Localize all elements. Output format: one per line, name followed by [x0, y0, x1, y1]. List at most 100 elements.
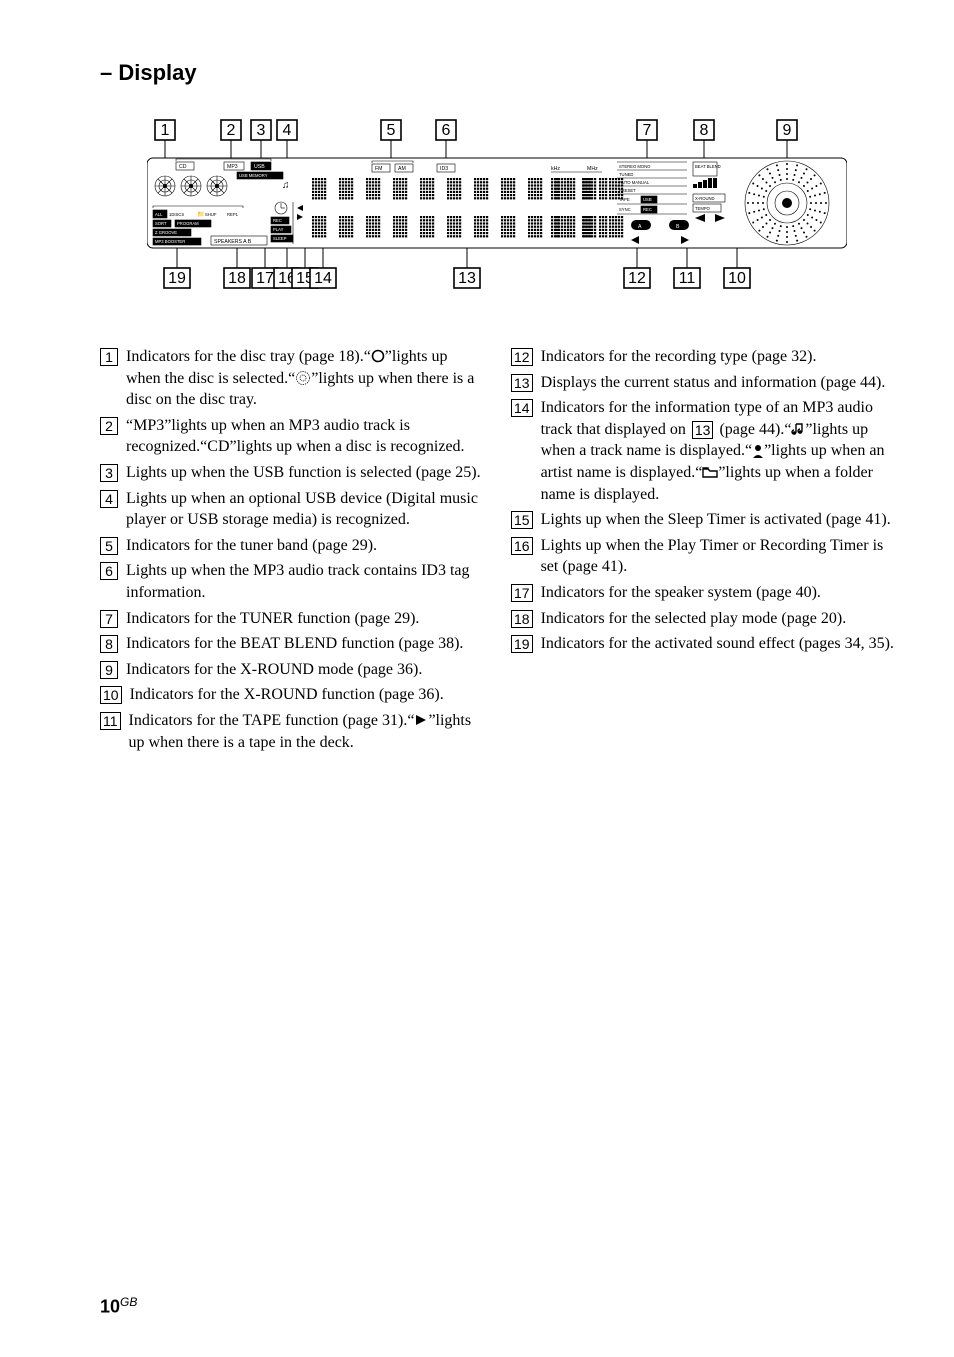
item-number-box: 13 — [511, 374, 533, 392]
svg-text:REC: REC — [273, 218, 282, 223]
item-number-box: 1 — [100, 348, 118, 366]
list-item: 11 Indicators for the TAPE function (page… — [100, 710, 483, 753]
svg-text:11: 11 — [679, 270, 696, 287]
svg-text:5: 5 — [387, 122, 396, 139]
svg-text:♫: ♫ — [282, 180, 290, 191]
svg-text:FM: FM — [375, 166, 383, 172]
svg-text:13: 13 — [458, 270, 476, 287]
item-text: Indicators for the selected play mode (p… — [541, 608, 894, 630]
svg-text:X-ROUND: X-ROUND — [695, 196, 715, 201]
list-item: 2 “MP3”lights up when an MP3 audio track … — [100, 415, 483, 458]
item-number-box: 2 — [100, 417, 118, 435]
item-number-box: 16 — [511, 537, 533, 555]
svg-text:SYNC: SYNC — [619, 207, 631, 212]
item-number-box: 12 — [511, 348, 533, 366]
item-text: Indicators for the X-ROUND mode (page 36… — [126, 659, 483, 681]
svg-text:MP3: MP3 — [227, 164, 238, 170]
svg-text:4: 4 — [283, 122, 292, 139]
list-item: 6 Lights up when the MP3 audio track cont… — [100, 560, 483, 603]
section-title: – Display — [100, 60, 894, 86]
svg-text:CD: CD — [179, 164, 187, 170]
list-item: 4 Lights up when an optional USB device (… — [100, 488, 483, 531]
svg-text:TUNED: TUNED — [619, 172, 633, 177]
item-text: Lights up when the Sleep Timer is activa… — [541, 509, 894, 531]
list-item: 18 Indicators for the selected play mode … — [511, 608, 894, 630]
item-number-box: 4 — [100, 490, 118, 508]
item-number-box: 10 — [100, 686, 122, 704]
svg-text:9: 9 — [783, 122, 792, 139]
svg-text:USB: USB — [643, 197, 652, 202]
item-text: “MP3”lights up when an MP3 audio track i… — [126, 415, 483, 458]
item-number-box: 7 — [100, 610, 118, 628]
item-text: Indicators for the activated sound effec… — [541, 633, 894, 655]
item-text: Indicators for the recording type (page … — [541, 346, 894, 368]
svg-text:PLAY: PLAY — [273, 227, 284, 232]
item-number-box: 11 — [100, 712, 121, 730]
list-item: 7 Indicators for the TUNER function (page… — [100, 608, 483, 630]
svg-text:TEMPO: TEMPO — [695, 206, 711, 211]
svg-text:PRESET: PRESET — [619, 188, 636, 193]
item-text: Indicators for the X-ROUND function (pag… — [130, 684, 483, 706]
svg-text:SHUF: SHUF — [205, 212, 217, 217]
svg-text:6: 6 — [442, 122, 451, 139]
list-item: 10 Indicators for the X-ROUND function (p… — [100, 684, 483, 706]
svg-text:10: 10 — [728, 270, 746, 287]
list-item: 9 Indicators for the X-ROUND mode (page 3… — [100, 659, 483, 681]
svg-text:17: 17 — [256, 270, 274, 287]
svg-text:AM: AM — [398, 166, 406, 172]
svg-text:SLEEP: SLEEP — [273, 236, 287, 241]
display-diagram: 123456789 — [100, 118, 894, 318]
svg-text:Z GROOVE: Z GROOVE — [155, 230, 177, 235]
description-col-left: 1 Indicators for the disc tray (page 18).… — [100, 346, 483, 757]
item-number-box: 15 — [511, 511, 533, 529]
inline-ref-box: 13 — [692, 421, 714, 439]
svg-text:A: A — [638, 224, 642, 230]
callout-top-row: 123456789 — [155, 120, 797, 158]
svg-text:📁: 📁 — [197, 211, 204, 218]
item-text: Indicators for the disc tray (page 18).“… — [126, 346, 483, 411]
item-text: Indicators for the tuner band (page 29). — [126, 535, 483, 557]
list-item: 1 Indicators for the disc tray (page 18).… — [100, 346, 483, 411]
svg-text:TAPE: TAPE — [619, 197, 630, 202]
item-text: Displays the current status and informat… — [541, 372, 894, 394]
svg-text:STEREO MONO: STEREO MONO — [619, 164, 651, 169]
item-number-box: 14 — [511, 399, 533, 417]
description-columns: 1 Indicators for the disc tray (page 18).… — [100, 346, 894, 757]
svg-text:MP3 BOOSTER: MP3 BOOSTER — [155, 239, 185, 244]
list-item: 3Lights up when the USB function is sele… — [100, 462, 483, 484]
item-text: Indicators for the information type of a… — [541, 397, 894, 505]
svg-text:3: 3 — [257, 122, 266, 139]
svg-text:REP1: REP1 — [227, 212, 239, 217]
list-item: 12 Indicators for the recording type (pag… — [511, 346, 894, 368]
description-col-right: 12 Indicators for the recording type (pag… — [511, 346, 894, 757]
list-item: 17Indicators for the speaker system (pag… — [511, 582, 894, 604]
item-number-box: 18 — [511, 610, 533, 628]
page-number: 10 — [100, 1296, 120, 1316]
item-text: Lights up when the MP3 audio track conta… — [126, 560, 483, 603]
list-item: 14 Indicators for the information type of… — [511, 397, 894, 505]
svg-text:USB MEMORY: USB MEMORY — [239, 173, 268, 178]
item-number-box: 9 — [100, 661, 118, 679]
svg-text:ID3: ID3 — [440, 166, 448, 172]
svg-text:12: 12 — [628, 270, 646, 287]
item-text: Lights up when the USB function is selec… — [126, 462, 483, 484]
svg-text:18: 18 — [228, 270, 246, 287]
item-text: Indicators for the TUNER function (page … — [126, 608, 483, 630]
item-number-box: 8 — [100, 635, 118, 653]
item-number-box: 17 — [511, 584, 533, 602]
item-text: Lights up when an optional USB device (D… — [126, 488, 483, 531]
svg-text:AUTO MANUAL: AUTO MANUAL — [619, 180, 650, 185]
item-number-box: 6 — [100, 562, 118, 580]
svg-text:MHz: MHz — [587, 166, 598, 172]
svg-text:8: 8 — [700, 122, 709, 139]
svg-text:1DISCS: 1DISCS — [169, 212, 184, 217]
svg-text:SPEAKERS A B: SPEAKERS A B — [214, 239, 252, 245]
svg-text:REC: REC — [643, 207, 652, 212]
list-item: 19Indicators for the activated sound eff… — [511, 633, 894, 655]
list-item: 16Lights up when the Play Timer or Recor… — [511, 535, 894, 578]
svg-text:7: 7 — [643, 122, 652, 139]
list-item: 13 Displays the current status and inform… — [511, 372, 894, 394]
item-text: Indicators for the TAPE function (page 3… — [129, 710, 483, 753]
item-number-box: 5 — [100, 537, 118, 555]
list-item: 15 Lights up when the Sleep Timer is acti… — [511, 509, 894, 531]
